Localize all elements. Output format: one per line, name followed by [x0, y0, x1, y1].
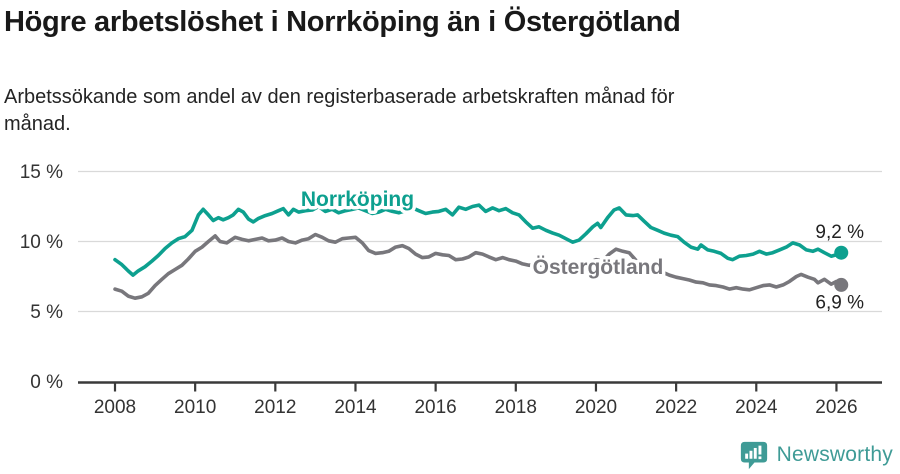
x-tick-label-2018: 2018 [495, 397, 537, 418]
x-tick-label-2010: 2010 [174, 397, 216, 418]
newsworthy-logo: Newsworthy [739, 440, 893, 470]
page-subtitle: Arbetssökande som andel av den registerb… [4, 86, 675, 135]
x-tick-label-2026: 2026 [815, 397, 857, 418]
y-tick-label-0: 0 % [30, 372, 63, 393]
y-tick-label-10: 10 % [20, 232, 63, 253]
series-label-norrkoping: Norrköping [301, 188, 414, 211]
x-tick-label-2024: 2024 [735, 397, 778, 418]
series-end-value-norrkoping: 9,2 % [815, 222, 864, 243]
x-tick-label-2016: 2016 [414, 397, 456, 418]
x-tick-label-2014: 2014 [334, 397, 377, 418]
series-label-ostergotland: Östergötland [533, 256, 664, 279]
y-tick-label-5: 5 % [30, 302, 63, 323]
x-tick-label-2020: 2020 [575, 397, 617, 418]
series-end-dot-ostergotland [834, 277, 849, 292]
x-tick-label-2012: 2012 [254, 397, 296, 418]
series-end-dot-norrkoping [834, 245, 849, 260]
series-line-ostergotland [113, 232, 843, 300]
page-title: Högre arbetslöshet i Norrköping än i Öst… [4, 6, 681, 38]
x-tick-label-2008: 2008 [94, 397, 136, 418]
newsworthy-bubble-chart-icon [740, 441, 767, 470]
series-end-value-ostergotland: 6,9 % [815, 292, 864, 313]
series-line-norrkoping [113, 203, 843, 277]
x-tick-label-2022: 2022 [655, 397, 697, 418]
newsworthy-wordmark: Newsworthy [776, 443, 893, 466]
y-tick-label-15: 15 % [20, 162, 63, 183]
